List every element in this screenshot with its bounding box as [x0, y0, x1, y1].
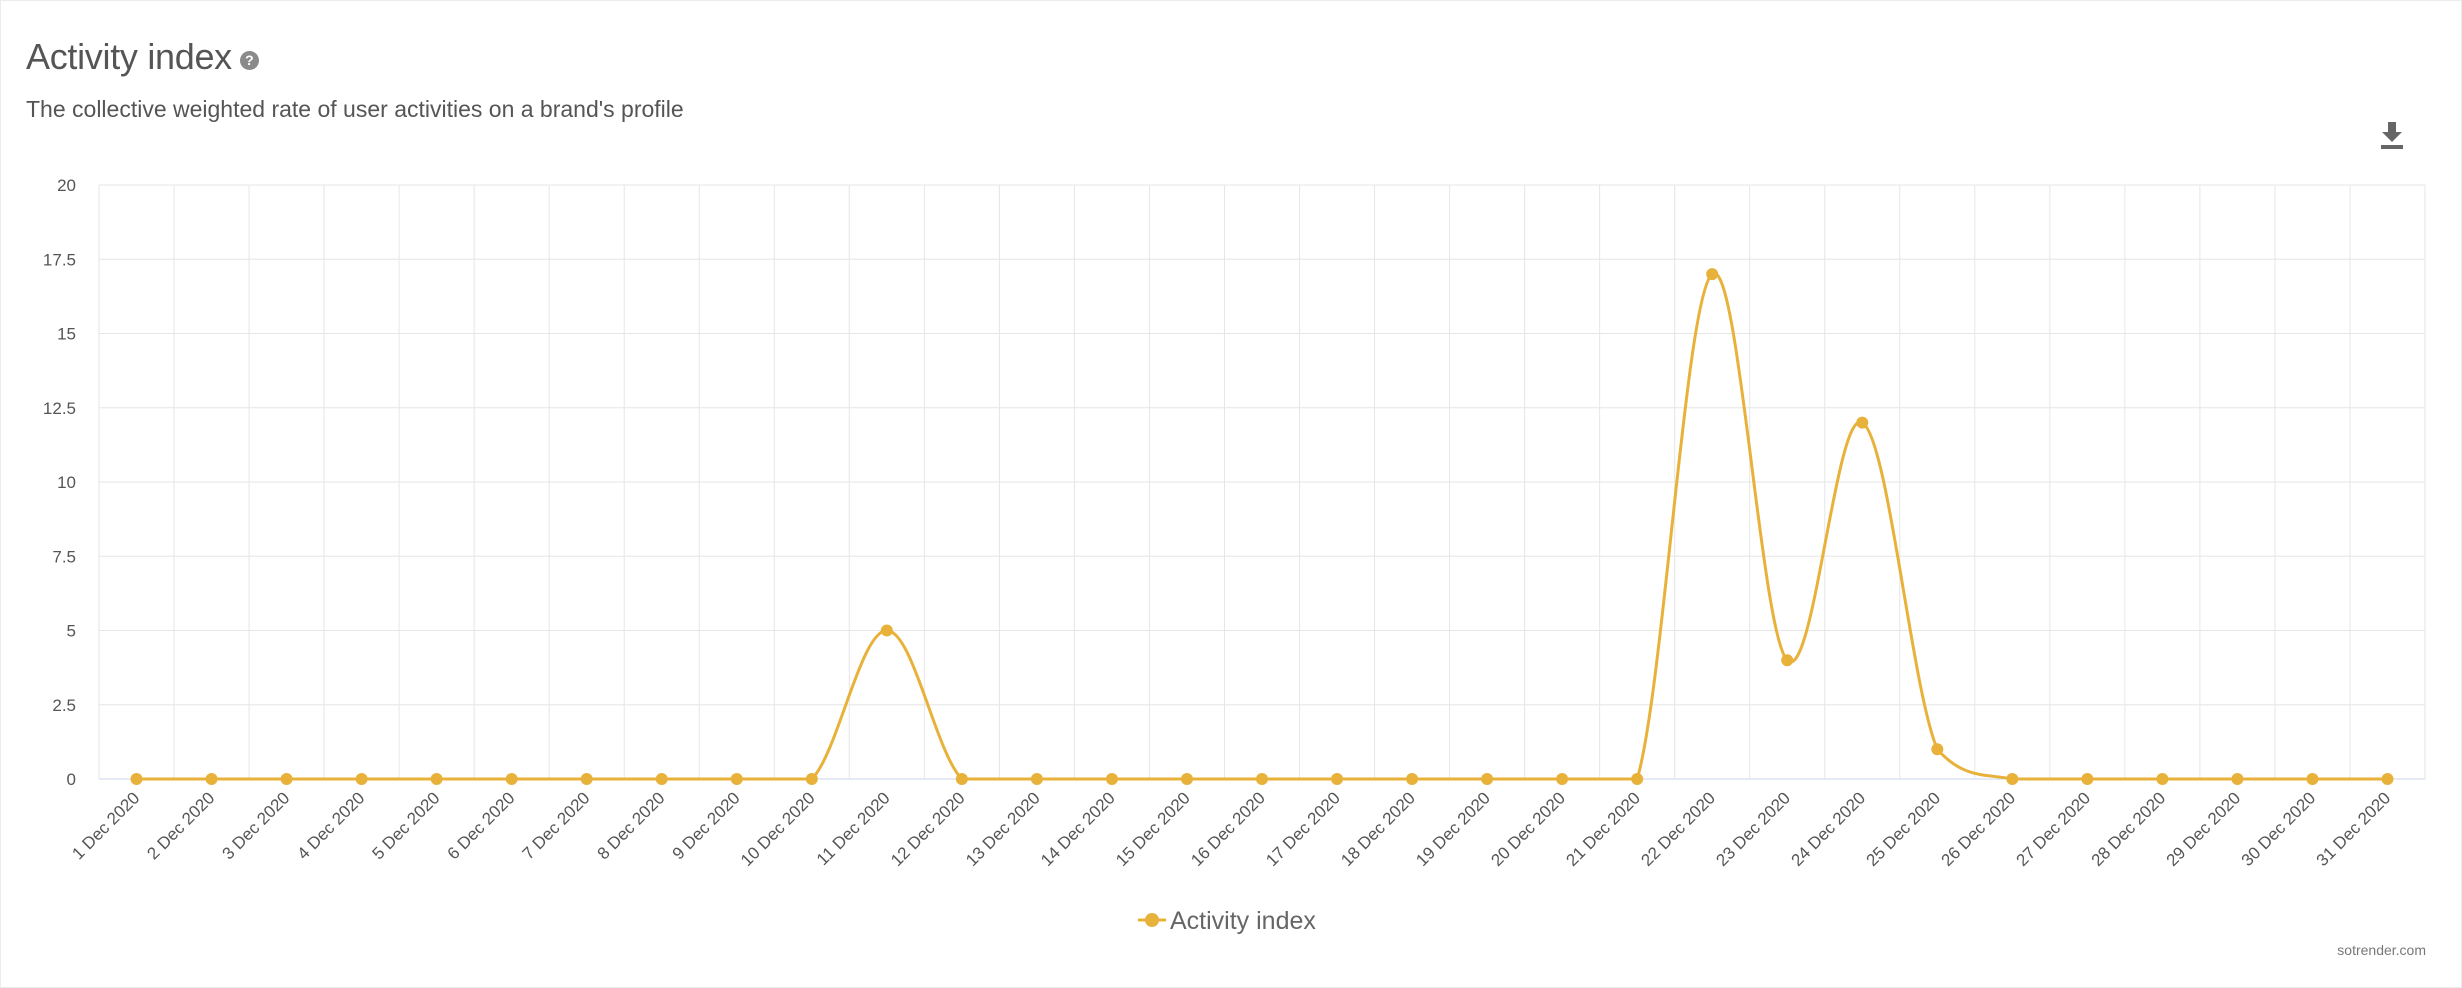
- data-point[interactable]: [1256, 773, 1268, 785]
- x-tick-label: 30 Dec 2020: [2238, 788, 2320, 870]
- x-tick-label: 18 Dec 2020: [1337, 788, 1419, 870]
- data-point[interactable]: [2156, 773, 2169, 785]
- y-tick-label: 2.5: [52, 696, 76, 715]
- x-tick-label: 9 Dec 2020: [669, 788, 744, 863]
- data-point[interactable]: [730, 773, 743, 785]
- x-tick-label: 8 Dec 2020: [594, 788, 669, 863]
- x-tick-label: 7 Dec 2020: [519, 788, 594, 863]
- x-tick-label: 6 Dec 2020: [444, 788, 519, 863]
- data-point[interactable]: [1706, 268, 1719, 281]
- series-layer: [130, 268, 2394, 785]
- y-tick-label: 17.5: [43, 250, 76, 269]
- data-point[interactable]: [2306, 773, 2319, 785]
- y-tick-label: 10: [57, 473, 76, 492]
- x-tick-label: 11 Dec 2020: [813, 788, 894, 869]
- data-point[interactable]: [1180, 773, 1193, 785]
- data-point[interactable]: [1556, 773, 1569, 785]
- data-point[interactable]: [1105, 773, 1118, 785]
- data-point[interactable]: [205, 773, 218, 785]
- x-tick-label: 17 Dec 2020: [1262, 788, 1344, 870]
- x-tick-label: 10 Dec 2020: [737, 788, 819, 870]
- x-tick-label: 29 Dec 2020: [2163, 788, 2245, 870]
- title-row: Activity index ?: [26, 36, 259, 78]
- x-tick-label: 20 Dec 2020: [1487, 788, 1569, 870]
- download-icon: [2381, 122, 2403, 149]
- y-tick-label: 12.5: [43, 399, 76, 418]
- x-tick-label: 5 Dec 2020: [369, 788, 444, 863]
- data-point[interactable]: [355, 773, 368, 785]
- y-tick-label: 0: [67, 770, 76, 789]
- data-point[interactable]: [505, 773, 518, 785]
- data-point[interactable]: [1331, 773, 1344, 785]
- y-axis-ticks: 0 2.5 5 7.5 10 12.5 15 17.5 20: [43, 176, 76, 789]
- x-tick-label: 24 Dec 2020: [1787, 788, 1869, 870]
- data-point[interactable]: [880, 624, 893, 637]
- legend[interactable]: Activity index: [1138, 907, 1316, 935]
- x-tick-label: 13 Dec 2020: [962, 788, 1044, 870]
- credit-link[interactable]: sotrender.com: [2337, 942, 2426, 958]
- x-tick-label: 2 Dec 2020: [143, 788, 218, 863]
- question-circle-icon[interactable]: ?: [239, 50, 259, 70]
- data-point[interactable]: [130, 773, 143, 785]
- y-tick-label: 7.5: [52, 547, 76, 566]
- y-tick-label: 20: [57, 176, 76, 195]
- legend-marker: [1145, 913, 1159, 927]
- y-tick-label: 5: [67, 622, 76, 641]
- x-tick-label: 1 Dec 2020: [68, 788, 143, 863]
- data-point[interactable]: [280, 773, 293, 785]
- data-point[interactable]: [2006, 773, 2019, 785]
- data-point[interactable]: [1481, 773, 1494, 785]
- data-point[interactable]: [430, 773, 443, 785]
- data-point[interactable]: [1856, 416, 1869, 429]
- x-tick-label: 27 Dec 2020: [2013, 788, 2095, 870]
- data-point[interactable]: [2381, 773, 2394, 785]
- x-tick-label: 14 Dec 2020: [1037, 788, 1119, 870]
- x-tick-label: 16 Dec 2020: [1187, 788, 1269, 870]
- x-tick-label: 26 Dec 2020: [1938, 788, 2020, 870]
- x-tick-label: 31 Dec 2020: [2313, 788, 2395, 870]
- data-point[interactable]: [805, 773, 818, 785]
- y-tick-label: 15: [57, 325, 76, 344]
- x-tick-label: 19 Dec 2020: [1412, 788, 1494, 870]
- x-tick-label: 23 Dec 2020: [1712, 788, 1794, 870]
- grid-layer: [98, 184, 2426, 780]
- chart-title: Activity index: [26, 36, 232, 77]
- x-tick-label: 25 Dec 2020: [1863, 788, 1945, 870]
- x-tick-label: 12 Dec 2020: [887, 788, 969, 870]
- data-point[interactable]: [1030, 773, 1043, 785]
- chart-subtitle: The collective weighted rate of user act…: [26, 96, 684, 122]
- x-tick-label: 22 Dec 2020: [1637, 788, 1719, 870]
- x-tick-label: 15 Dec 2020: [1112, 788, 1194, 870]
- data-point[interactable]: [2081, 773, 2094, 785]
- data-point[interactable]: [2231, 773, 2244, 785]
- x-tick-label: 28 Dec 2020: [2088, 788, 2170, 870]
- x-tick-label: 21 Dec 2020: [1562, 788, 1644, 870]
- download-button[interactable]: [2378, 120, 2406, 152]
- data-point[interactable]: [1631, 773, 1644, 785]
- data-point[interactable]: [580, 773, 593, 785]
- data-point[interactable]: [655, 773, 668, 785]
- data-point[interactable]: [1781, 654, 1794, 667]
- x-axis-ticks: 1 Dec 2020 2 Dec 2020 3 Dec 2020 4 Dec 2020…: [68, 788, 2394, 870]
- data-point[interactable]: [1406, 773, 1419, 785]
- data-point[interactable]: [1931, 743, 1944, 756]
- x-tick-label: 4 Dec 2020: [294, 788, 369, 863]
- data-point[interactable]: [955, 773, 968, 785]
- x-tick-label: 3 Dec 2020: [218, 788, 293, 863]
- legend-label: Activity index: [1170, 907, 1316, 935]
